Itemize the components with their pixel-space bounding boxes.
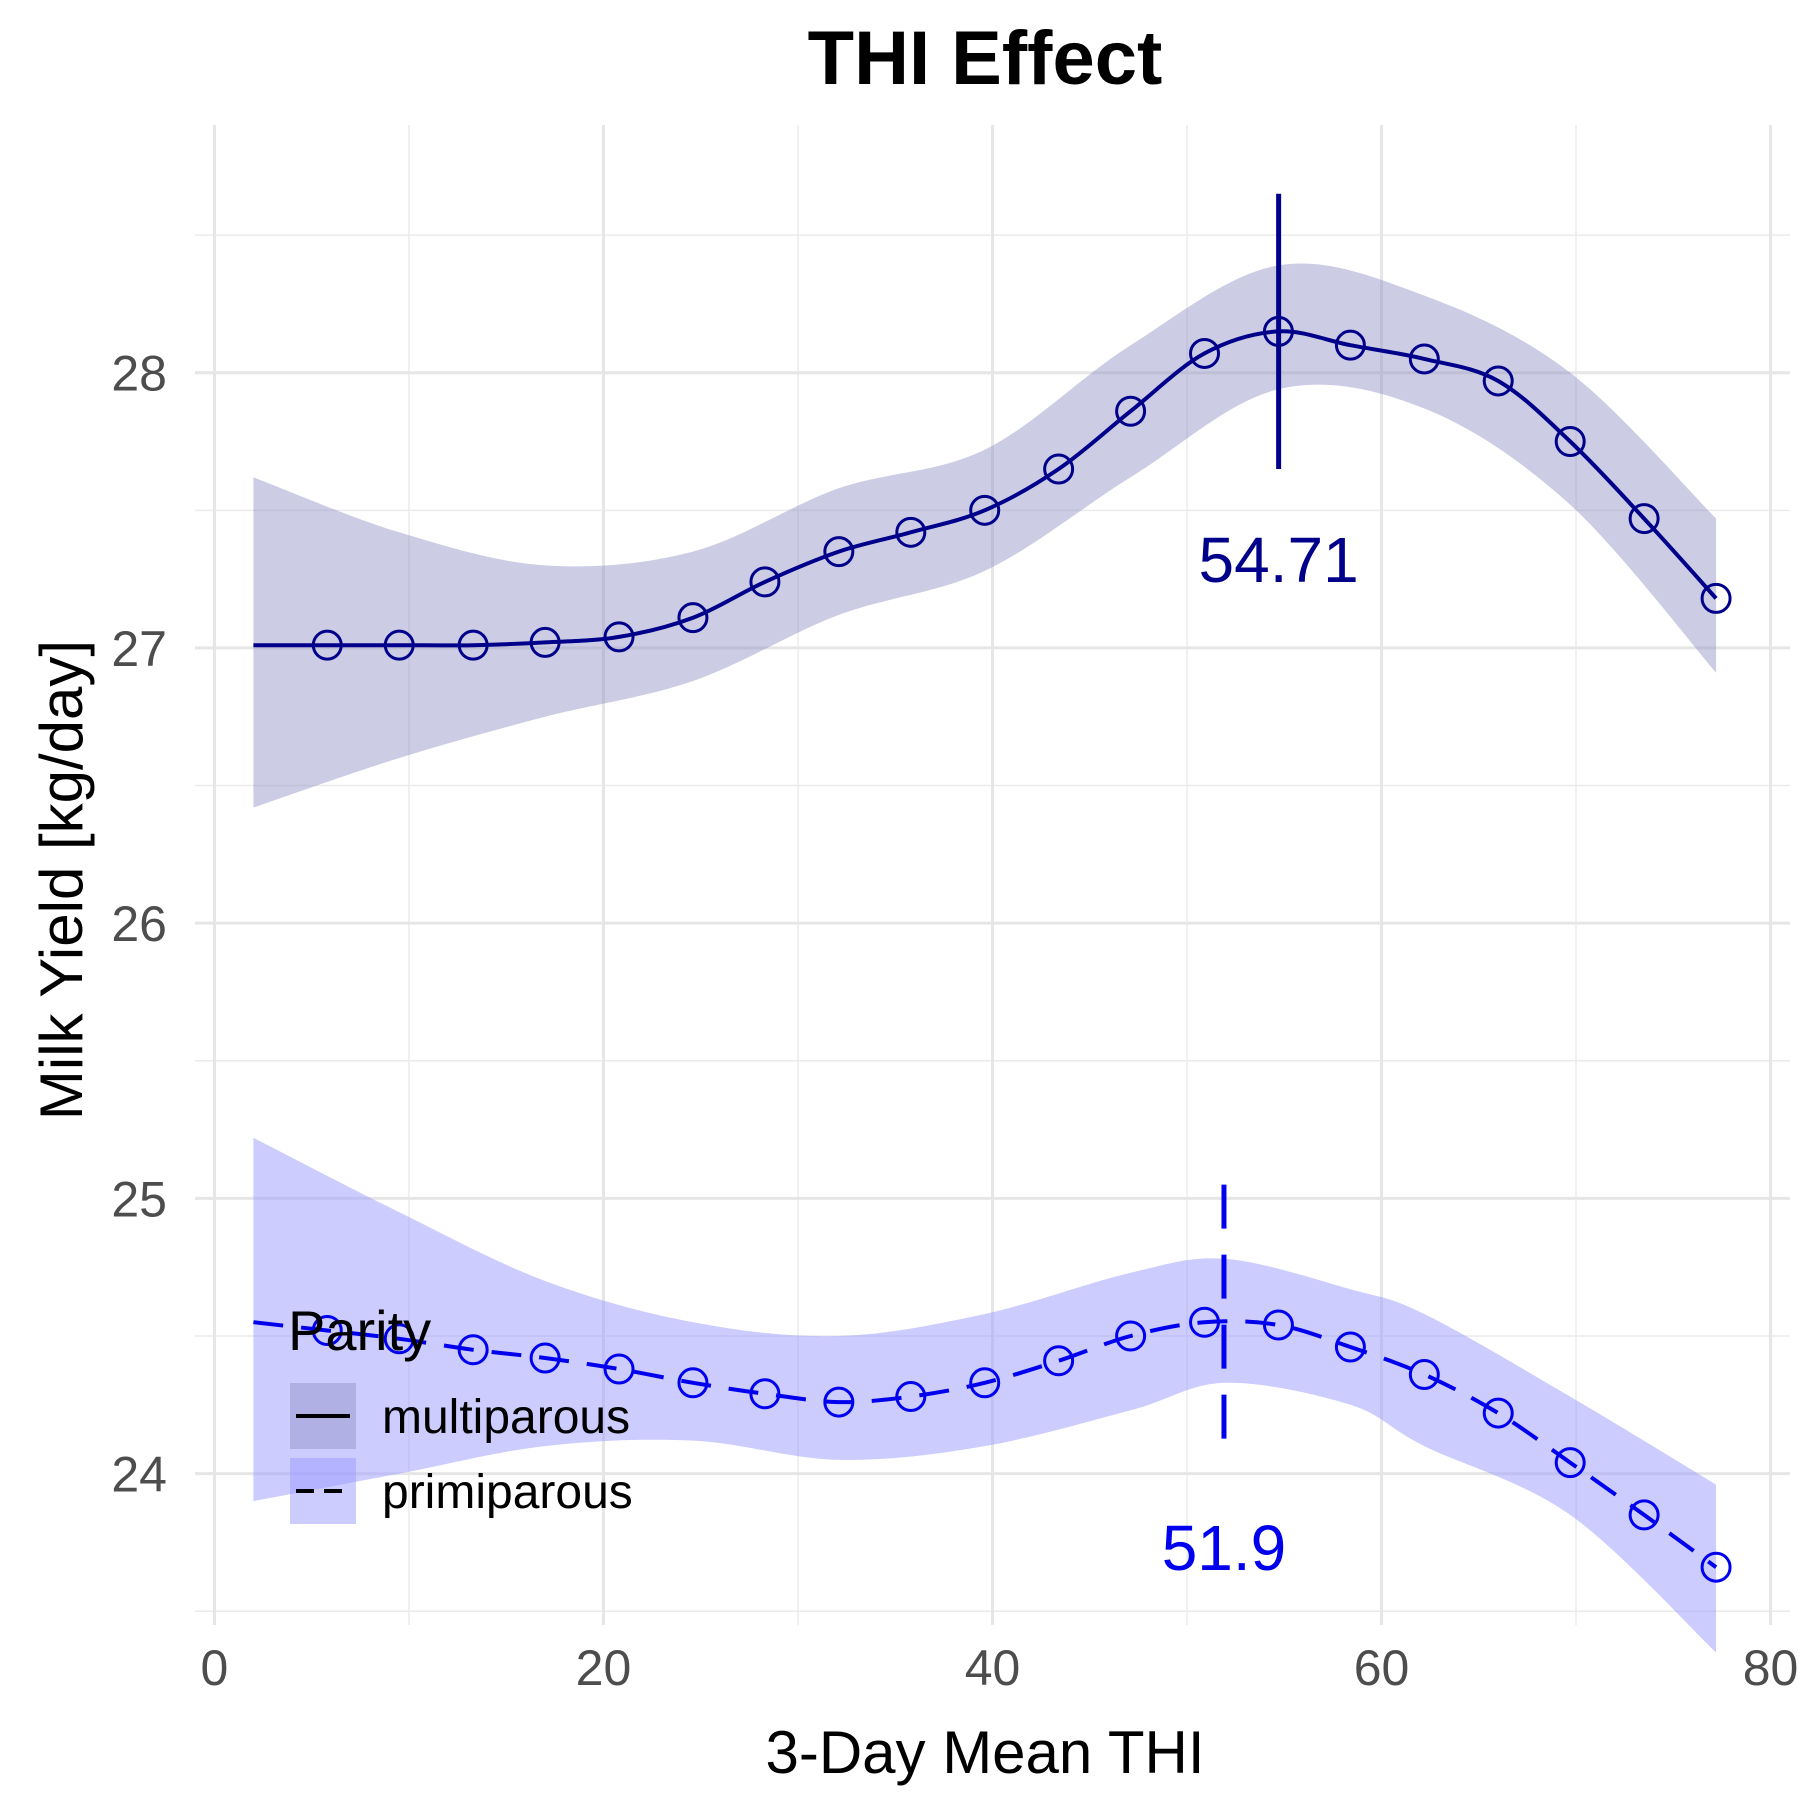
- data-point-multiparous: [1334, 329, 1366, 361]
- series-lines: [253, 329, 1718, 1569]
- data-point-primiparous: [1700, 1551, 1732, 1583]
- x-tick-label: 60: [1354, 1640, 1410, 1696]
- data-point-multiparous: [1189, 337, 1221, 369]
- y-tick-label: 24: [111, 1447, 167, 1503]
- data-point-primiparous: [677, 1367, 709, 1399]
- data-point-multiparous: [1628, 503, 1660, 535]
- series-line-primiparous: [253, 1319, 1718, 1569]
- data-point-multiparous: [1554, 426, 1586, 458]
- data-point-multiparous: [823, 536, 855, 568]
- peak-label-multiparous: 54.71: [1199, 524, 1359, 596]
- data-point-primiparous: [1189, 1306, 1221, 1338]
- data-point-primiparous: [603, 1353, 635, 1385]
- data-point-multiparous: [1115, 395, 1147, 427]
- legend-label-multiparous: multiparous: [382, 1391, 630, 1444]
- confidence-bands: [253, 263, 1717, 1653]
- data-point-primiparous: [895, 1381, 927, 1413]
- x-tick-label: 40: [965, 1640, 1021, 1696]
- y-axis-title: Milk Yield [kg/day]: [28, 640, 95, 1120]
- y-tick-label: 26: [111, 896, 167, 952]
- data-point-primiparous: [969, 1367, 1001, 1399]
- legend: Parity multiparous primiparous: [288, 1299, 633, 1524]
- data-point-primiparous: [1554, 1447, 1586, 1479]
- data-point-multiparous: [1043, 453, 1075, 485]
- confidence-band-primiparous: [253, 1137, 1717, 1653]
- data-point-primiparous: [1408, 1359, 1440, 1391]
- x-tick-label: 0: [201, 1640, 229, 1696]
- data-point-primiparous: [457, 1334, 489, 1366]
- chart-title: THI Effect: [808, 16, 1163, 101]
- x-tick-label: 20: [576, 1640, 632, 1696]
- x-tick-label: 80: [1743, 1640, 1799, 1696]
- data-point-primiparous: [1115, 1320, 1147, 1352]
- data-point-multiparous: [529, 626, 561, 658]
- data-point-primiparous: [1628, 1499, 1660, 1531]
- data-point-multiparous: [603, 621, 635, 653]
- data-point-primiparous: [1482, 1397, 1514, 1429]
- legend-label-primiparous: primiparous: [382, 1466, 633, 1519]
- confidence-band-multiparous: [253, 263, 1717, 808]
- data-point-multiparous: [1700, 582, 1732, 614]
- y-tick-label: 28: [111, 346, 167, 402]
- x-axis-title: 3-Day Mean THI: [765, 1719, 1204, 1786]
- y-tick-label: 25: [111, 1171, 167, 1227]
- data-point-multiparous: [749, 566, 781, 598]
- data-point-primiparous: [311, 1315, 343, 1347]
- legend-title: Parity: [288, 1299, 431, 1362]
- data-point-multiparous: [1408, 343, 1440, 375]
- data-point-primiparous: [1262, 1309, 1294, 1341]
- series-line-multiparous: [253, 329, 1718, 648]
- data-point-multiparous: [457, 629, 489, 661]
- data-point-primiparous: [1043, 1345, 1075, 1377]
- peak-label-primiparous: 51.9: [1162, 1512, 1287, 1584]
- data-point-multiparous: [969, 494, 1001, 526]
- data-point-primiparous: [1334, 1331, 1366, 1363]
- data-point-multiparous: [383, 629, 415, 661]
- axis-ticks: 0 20 40 60 80 24 25 26 27 28: [111, 346, 1798, 1696]
- data-point-multiparous: [895, 516, 927, 548]
- data-point-primiparous: [529, 1342, 561, 1374]
- data-point-primiparous: [823, 1386, 855, 1418]
- y-tick-label: 27: [111, 621, 167, 677]
- data-point-primiparous: [749, 1378, 781, 1410]
- peak-markers: 54.71 51.9: [1162, 193, 1359, 1584]
- data-point-multiparous: [677, 602, 709, 634]
- series-markers: [311, 315, 1732, 1583]
- data-point-multiparous: [311, 629, 343, 661]
- data-point-primiparous: [383, 1323, 415, 1355]
- data-point-multiparous: [1482, 365, 1514, 397]
